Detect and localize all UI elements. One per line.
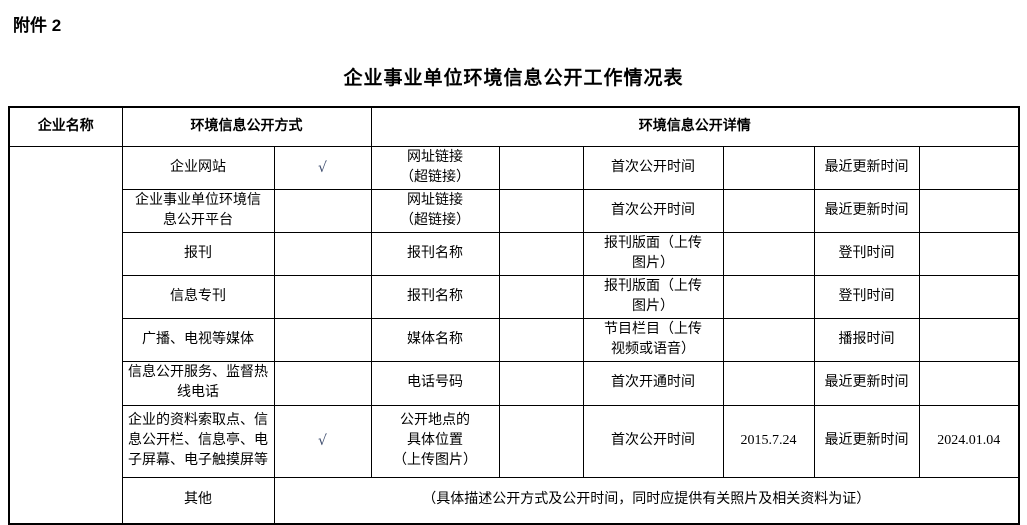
table-row: 信息专刊 报刊名称 报刊版面（上传 图片） 登刊时间: [9, 274, 1020, 319]
detail-label: 电话号码: [370, 360, 500, 406]
detail-label: 最近更新时间: [813, 145, 920, 190]
detail-label: 报刊名称: [370, 231, 500, 276]
detail-value-cell: [722, 360, 815, 406]
detail-label: 登刊时间: [813, 274, 920, 319]
last-update-date: 2024.01.04: [918, 404, 1020, 478]
method-label: 信息专刊: [121, 274, 275, 319]
checkmark-cell: √: [273, 145, 372, 190]
table-row: 企业的资料索取点、信 息公开栏、信息亭、电 子屏幕、电子触摸屏等 √ 公开地点的…: [9, 404, 1020, 478]
detail-value-cell: [722, 317, 815, 362]
method-label: 广播、电视等媒体: [121, 317, 275, 362]
page-title: 企业事业单位环境信息公开工作情况表: [343, 68, 684, 89]
table-header-row: 企业名称 环境信息公开方式 环境信息公开详情: [8, 106, 1020, 147]
detail-value-cell: [722, 145, 815, 190]
disclosure-table: 企业名称 环境信息公开方式 环境信息公开详情 企业网站 √ 网址链接 （超链接）…: [8, 106, 1021, 525]
table-row-other: 其他 （具体描述公开方式及公开时间，同时应提供有关照片及相关资料为证）: [9, 476, 1020, 525]
detail-label: 节目栏目（上传 视频或语音）: [582, 317, 724, 362]
detail-value-cell: [498, 404, 584, 478]
detail-value-cell: [918, 231, 1020, 276]
checkmark-cell: √: [273, 404, 372, 478]
method-label: 企业网站: [121, 145, 275, 190]
detail-value-cell: [918, 274, 1020, 319]
detail-value-cell: [918, 145, 1020, 190]
detail-label: 登刊时间: [813, 231, 920, 276]
checkmark-cell: [273, 274, 372, 319]
company-name-cell: [8, 145, 123, 525]
detail-label: 网址链接 （超链接）: [370, 188, 500, 233]
method-label: 企业事业单位环境信 息公开平台: [121, 188, 275, 233]
detail-label: 首次公开时间: [582, 404, 724, 478]
detail-value-cell: [722, 188, 815, 233]
detail-label: 首次公开时间: [582, 188, 724, 233]
detail-label: 媒体名称: [370, 317, 500, 362]
detail-value-cell: [498, 274, 584, 319]
detail-value-cell: [498, 317, 584, 362]
detail-label: 首次开通时间: [582, 360, 724, 406]
detail-label: 首次公开时间: [582, 145, 724, 190]
detail-value-cell: [498, 145, 584, 190]
detail-label: 最近更新时间: [813, 188, 920, 233]
checkmark-cell: [273, 231, 372, 276]
method-label: 信息公开服务、监督热 线电话: [121, 360, 275, 406]
table-row: 企业网站 √ 网址链接 （超链接） 首次公开时间 最近更新时间: [8, 145, 1020, 525]
checkmark-cell: [273, 188, 372, 233]
detail-label: 报刊名称: [370, 274, 500, 319]
detail-value-cell: [722, 274, 815, 319]
detail-label: 最近更新时间: [813, 404, 920, 478]
other-note-cell: （具体描述公开方式及公开时间，同时应提供有关照片及相关资料为证）: [273, 476, 1020, 525]
header-disclosure-method: 环境信息公开方式: [121, 106, 372, 147]
detail-value-cell: [498, 360, 584, 406]
header-disclosure-details: 环境信息公开详情: [370, 106, 1020, 147]
checkmark-cell: [273, 360, 372, 406]
detail-value-cell: [722, 231, 815, 276]
table-row: 信息公开服务、监督热 线电话 电话号码 首次开通时间 最近更新时间: [9, 360, 1020, 406]
detail-value-cell: [918, 188, 1020, 233]
table-row: 报刊 报刊名称 报刊版面（上传 图片） 登刊时间: [9, 231, 1020, 276]
detail-label: 公开地点的 具体位置 （上传图片）: [370, 404, 500, 478]
method-label-other: 其他: [121, 476, 275, 525]
detail-value-cell: [498, 188, 584, 233]
detail-label: 报刊版面（上传 图片）: [582, 231, 724, 276]
detail-value-cell: [498, 231, 584, 276]
checkmark-cell: [273, 317, 372, 362]
table-row: 企业事业单位环境信 息公开平台 网址链接 （超链接） 首次公开时间 最近更新时间: [9, 188, 1020, 233]
method-label: 报刊: [121, 231, 275, 276]
detail-label: 网址链接 （超链接）: [370, 145, 500, 190]
attachment-label: 附件 2: [13, 16, 62, 35]
header-company-name: 企业名称: [8, 106, 123, 147]
first-disclosure-date: 2015.7.24: [722, 404, 815, 478]
table-row: 广播、电视等媒体 媒体名称 节目栏目（上传 视频或语音） 播报时间: [9, 317, 1020, 362]
method-label: 企业的资料索取点、信 息公开栏、信息亭、电 子屏幕、电子触摸屏等: [121, 404, 275, 478]
detail-label: 播报时间: [813, 317, 920, 362]
detail-value-cell: [918, 360, 1020, 406]
detail-value-cell: [918, 317, 1020, 362]
detail-label: 报刊版面（上传 图片）: [582, 274, 724, 319]
detail-label: 最近更新时间: [813, 360, 920, 406]
